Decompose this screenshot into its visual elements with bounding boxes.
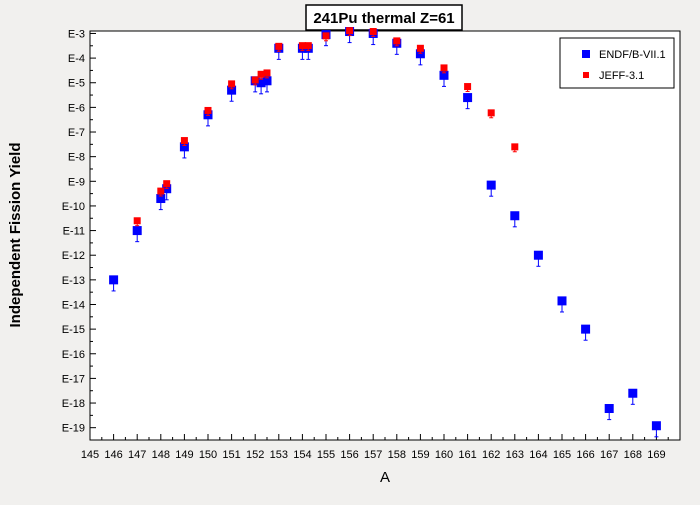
x-axis: 145 146 147 148 149 150 151 152 153 154 155 156 157 1…: [81, 434, 669, 461]
data-point: [415, 49, 425, 59]
legend-marker-jeff: [583, 72, 589, 78]
data-point: [440, 64, 448, 72]
data-point: [263, 69, 271, 77]
data-point: [511, 143, 519, 151]
y-axis: E-3 E-4 E-5 E-6 E-7 E-8 E-9 E-10 E-11 E-12 E-13 E-1…: [62, 28, 96, 435]
data-point: [346, 27, 354, 35]
y-tick-label: E-10: [62, 201, 85, 213]
x-tick-label: 156: [340, 449, 358, 461]
data-point: [439, 70, 449, 80]
data-point: [298, 42, 306, 50]
data-point: [487, 109, 495, 117]
legend-box: [559, 37, 675, 89]
data-point: [322, 32, 330, 40]
x-tick-label: 162: [482, 449, 500, 461]
x-tick-label: 146: [104, 449, 122, 461]
x-tick-label: 157: [364, 449, 382, 461]
chart-title: 241Pu thermal Z=61: [313, 10, 454, 27]
x-tick-label: 145: [81, 449, 99, 461]
series-layer: [109, 27, 661, 438]
x-tick-label: 147: [128, 449, 146, 461]
data-point: [533, 250, 543, 260]
x-tick-label: 149: [175, 449, 193, 461]
x-tick-label: 168: [624, 449, 642, 461]
x-axis-label: A: [380, 469, 390, 486]
data-point: [262, 76, 272, 86]
data-point: [179, 142, 189, 152]
y-tick-label: E-14: [62, 299, 85, 311]
y-tick-label: E-9: [68, 176, 85, 188]
x-tick-label: 166: [576, 449, 594, 461]
data-point: [651, 421, 661, 431]
y-tick-label: E-12: [62, 250, 85, 262]
chart-title-group: 241Pu thermal Z=61: [305, 4, 463, 31]
data-point: [416, 44, 424, 52]
y-tick-label: E-7: [68, 127, 85, 139]
data-point: [251, 76, 259, 84]
data-point: [132, 226, 142, 236]
y-tick-label: E-18: [62, 398, 85, 410]
data-point: [369, 28, 377, 36]
legend-marker-endf: [582, 50, 590, 58]
data-point: [256, 78, 266, 88]
data-point: [464, 83, 472, 91]
data-point: [257, 70, 265, 78]
x-tick-label: 148: [152, 449, 170, 461]
y-tick-label: E-13: [62, 275, 85, 287]
x-tick-label: 150: [199, 449, 217, 461]
data-point: [304, 42, 312, 50]
x-tick-label: 153: [270, 449, 288, 461]
x-tick-label: 152: [246, 449, 264, 461]
legend-label-endf: ENDF/B-VII.1: [599, 49, 666, 61]
data-point: [581, 324, 591, 334]
x-tick-label: 164: [529, 449, 547, 461]
x-tick-label: 151: [222, 449, 240, 461]
data-point: [157, 187, 165, 195]
legend-label-jeff: JEFF-3.1: [599, 70, 644, 82]
y-tick-label: E-8: [68, 152, 85, 164]
y-tick-label: E-5: [68, 78, 85, 90]
series-jeff: [133, 27, 519, 227]
x-tick-label: 169: [647, 449, 665, 461]
y-tick-label: E-16: [62, 349, 85, 361]
y-tick-label: E-4: [68, 53, 85, 65]
y-tick-label: E-6: [68, 102, 85, 114]
x-tick-label: 165: [553, 449, 571, 461]
x-tick-label: 154: [293, 449, 311, 461]
data-point: [133, 217, 141, 225]
data-point: [109, 275, 119, 285]
y-tick-label: E-15: [62, 324, 85, 336]
data-point: [180, 137, 188, 145]
y-tick-label: E-3: [68, 28, 85, 40]
data-point: [228, 80, 236, 88]
y-axis-label: Independent Fission Yield: [7, 142, 24, 327]
data-point: [486, 180, 496, 190]
x-tick-label: 155: [317, 449, 335, 461]
x-tick-label: 161: [458, 449, 476, 461]
legend: ENDF/B-VII.1 JEFF-3.1: [559, 37, 675, 89]
x-tick-label: 163: [506, 449, 524, 461]
y-tick-label: E-19: [62, 423, 85, 435]
data-point: [604, 404, 614, 414]
data-point: [163, 180, 171, 188]
x-tick-label: 167: [600, 449, 618, 461]
x-tick-label: 159: [411, 449, 429, 461]
x-tick-label: 158: [388, 449, 406, 461]
data-point: [510, 211, 520, 221]
chart-title-box: [305, 4, 463, 31]
data-point: [227, 85, 237, 95]
y-tick-label: E-11: [63, 226, 85, 238]
data-point: [156, 194, 166, 204]
x-tick-label: 160: [435, 449, 453, 461]
data-point: [628, 388, 638, 398]
data-point: [463, 93, 473, 103]
data-point: [275, 42, 283, 50]
y-tick-label: E-17: [62, 373, 85, 385]
data-point: [204, 106, 212, 114]
data-point: [557, 296, 567, 306]
data-point: [393, 37, 401, 45]
plot-area: [89, 30, 681, 441]
